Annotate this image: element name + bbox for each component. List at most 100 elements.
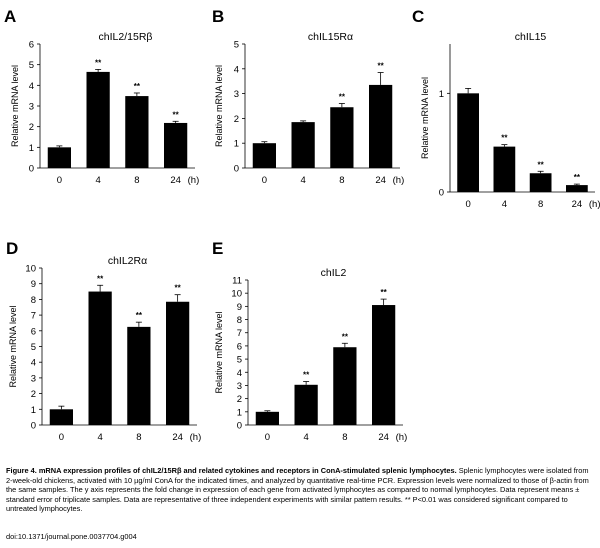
panel-d-bar-0 — [49, 409, 73, 425]
panel-b-xtick-label-1: 4 — [300, 175, 305, 186]
panel-e-ytick-label-1: 1 — [237, 407, 242, 418]
panel-a-sig-3: ** — [173, 110, 180, 119]
panel-d-xtick-label-3: 24 — [172, 432, 183, 443]
panel-a-title: chIL2/15Rβ — [99, 31, 153, 43]
panel-c-ytick-label-0: 0 — [439, 188, 444, 199]
panel-d-ytick-label-1: 1 — [31, 405, 36, 416]
panel-e-sig-2: ** — [342, 332, 349, 341]
panel-c-xtick-label-0: 0 — [465, 199, 470, 210]
panel-a-bar-0 — [47, 147, 71, 168]
panel-a-ytick-label-6: 6 — [29, 40, 34, 51]
panel-c-sig-2: ** — [538, 160, 545, 169]
panel-b-sig-2: ** — [339, 93, 346, 102]
panel-e-ytick-label-3: 3 — [237, 381, 242, 392]
panel-e-title: chIL2 — [321, 267, 347, 279]
figure-caption: Figure 4. mRNA expression profiles of ch… — [6, 466, 594, 514]
panel-c-ytick-label-1: 1 — [439, 89, 444, 100]
panel-e-ytick-label-10: 10 — [231, 289, 242, 300]
panel-e-letter: E — [212, 239, 223, 258]
panel-b-ytick-label-4: 4 — [234, 64, 239, 75]
panel-d-ytick-label-6: 6 — [31, 326, 36, 337]
panel-d-bar-1 — [88, 291, 112, 425]
panel-a-xtick-label-3: 24 — [170, 175, 181, 186]
panel-c-xtick-label-2: 8 — [538, 199, 543, 210]
panel-c-sig-3: ** — [574, 173, 581, 182]
panel-e-bar-3 — [372, 305, 396, 425]
panel-a-bar-1 — [86, 71, 110, 168]
panel-c-xtick-label-3: 24 — [572, 199, 583, 210]
panel-d-ytick-label-9: 9 — [31, 279, 36, 290]
panel-d-ytick-label-4: 4 — [31, 358, 36, 369]
panel-c-sig-1: ** — [501, 134, 508, 143]
panel-a-ytick-label-0: 0 — [29, 164, 34, 175]
panel-e-xtick-label-3: 24 — [378, 432, 389, 443]
panel-a-sig-2: ** — [134, 82, 141, 91]
panel-e-sig-3: ** — [381, 288, 388, 297]
panel-e-ylabel: Relative mRNA level — [214, 311, 224, 393]
panel-d-letter: D — [6, 239, 18, 258]
panel-c-x-unit: (h) — [589, 199, 600, 210]
panel-b-letter: B — [212, 7, 224, 26]
panel-a-ytick-label-2: 2 — [29, 122, 34, 133]
panel-e-ytick-label-8: 8 — [237, 315, 242, 326]
panel-d-xtick-label-0: 0 — [59, 432, 64, 443]
panel-e-ytick-label-0: 0 — [237, 421, 242, 432]
panel-a-ytick-label-1: 1 — [29, 143, 34, 154]
panel-e-bar-2 — [333, 347, 357, 425]
panel-b-bar-2 — [330, 107, 354, 168]
panel-b-xtick-label-0: 0 — [262, 175, 267, 186]
panel-b-ytick-label-0: 0 — [234, 164, 239, 175]
panel-c-letter: C — [412, 7, 424, 26]
panel-d-sig-1: ** — [97, 274, 104, 283]
panel-b-ytick-label-1: 1 — [234, 139, 239, 150]
panel-e-ytick-label-6: 6 — [237, 341, 242, 352]
panel-a-xtick-label-2: 8 — [134, 175, 139, 186]
panel-b-bar-1 — [291, 122, 315, 168]
panel-a-ytick-label-3: 3 — [29, 102, 34, 113]
panel-a-xtick-label-0: 0 — [57, 175, 62, 186]
panel-b-bar-3 — [369, 84, 393, 168]
panel-d-ytick-label-2: 2 — [31, 389, 36, 400]
panel-c-bar-0 — [457, 93, 479, 192]
panel-d-ytick-label-0: 0 — [31, 421, 36, 432]
panel-b-xtick-label-2: 8 — [339, 175, 344, 186]
panel-d-ytick-label-10: 10 — [25, 264, 36, 275]
panel-d-bar-3 — [166, 301, 190, 425]
panel-a-sig-1: ** — [95, 58, 102, 67]
panel-d-ytick-label-8: 8 — [31, 295, 36, 306]
panel-a-letter: A — [4, 7, 16, 26]
panel-d-sig-3: ** — [175, 284, 182, 293]
panel-c-xtick-label-1: 4 — [502, 199, 507, 210]
panel-c-bar-3 — [566, 185, 588, 192]
panel-b-xtick-label-3: 24 — [375, 175, 386, 186]
panel-b-ytick-label-5: 5 — [234, 40, 239, 51]
panel-d-xtick-label-1: 4 — [97, 432, 102, 443]
panel-c-ylabel: Relative mRNA level — [420, 77, 430, 159]
panel-e-ytick-label-5: 5 — [237, 355, 242, 366]
panel-e-ytick-label-11: 11 — [232, 276, 242, 287]
panel-a-ylabel: Relative mRNA level — [10, 65, 20, 147]
panel-d-ytick-label-5: 5 — [31, 342, 36, 353]
panel-b-x-unit: (h) — [393, 175, 405, 186]
panel-d-x-unit: (h) — [190, 432, 202, 443]
caption-body: Splenic lymphocytes were isolated from 2… — [6, 466, 589, 514]
panel-e-ytick-label-4: 4 — [237, 368, 242, 379]
panel-d-title: chIL2Rα — [108, 255, 147, 267]
panel-d-sig-2: ** — [136, 311, 143, 320]
panel-e-ytick-label-2: 2 — [237, 394, 242, 405]
panel-b-ytick-label-2: 2 — [234, 114, 239, 125]
panel-b-bar-0 — [252, 143, 276, 168]
panel-e-xtick-label-2: 8 — [342, 432, 347, 443]
panel-c-bar-1 — [493, 146, 516, 192]
panel-e-ytick-label-7: 7 — [237, 328, 242, 339]
panel-e-sig-1: ** — [303, 371, 310, 380]
doi-line: doi:10.1371/journal.pone.0037704.g004 — [6, 532, 137, 541]
panel-b-ylabel: Relative mRNA level — [214, 65, 224, 147]
panel-a-bar-2 — [125, 96, 149, 168]
panel-d-bar-2 — [127, 326, 151, 425]
panel-b-sig-3: ** — [378, 62, 385, 71]
panel-a-ytick-label-5: 5 — [29, 60, 34, 71]
panel-a-bar-3 — [164, 122, 188, 168]
panel-e-xtick-label-0: 0 — [265, 432, 270, 443]
